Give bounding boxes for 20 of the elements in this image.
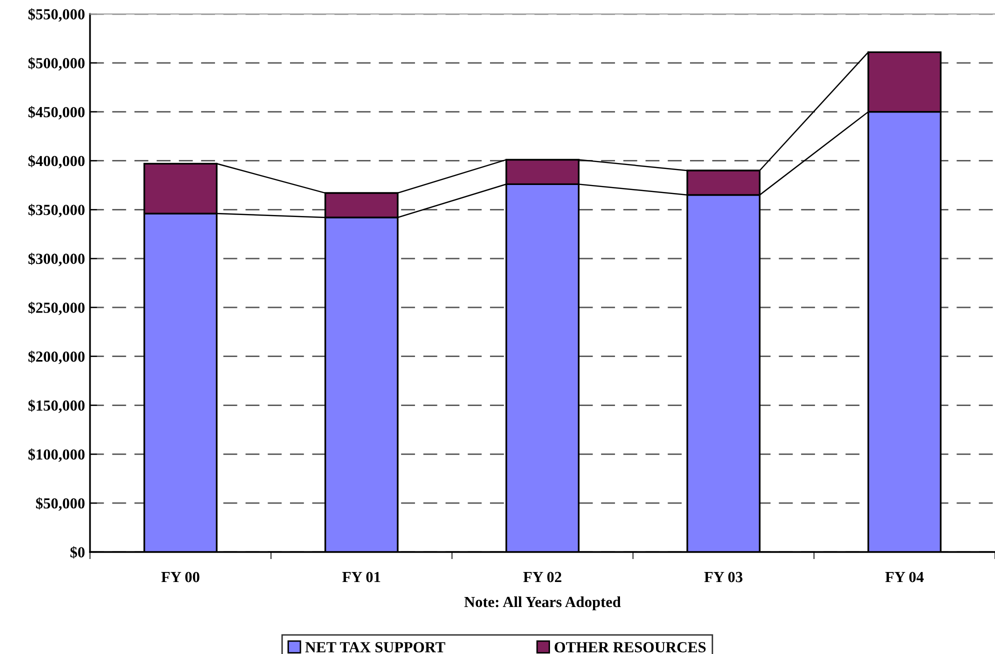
- x-tick-label: FY 01: [342, 572, 380, 582]
- y-tick-label: $150,000: [28, 400, 85, 413]
- x-axis-title: Note: All Years Adopted: [464, 596, 621, 610]
- x-tick-label: FY 02: [523, 572, 562, 582]
- y-tick-label: $300,000: [28, 252, 85, 266]
- x-tick-label: FY 00: [161, 572, 200, 582]
- legend-label: OTHER RESOURCES: [554, 642, 706, 652]
- y-tick-label: $50,000: [36, 497, 85, 511]
- x-tick-label: FY 03: [704, 572, 742, 582]
- y-tick-label: $0: [70, 546, 85, 558]
- legend-label: NET TAX SUPPORT: [305, 642, 446, 652]
- y-tick-label: $500,000: [28, 57, 85, 71]
- y-tick-label: $350,000: [28, 204, 85, 218]
- y-tick-label: $450,000: [28, 106, 85, 120]
- y-tick-label: $550,000: [28, 8, 85, 22]
- y-tick-label: $100,000: [28, 448, 85, 462]
- y-tick-label: $200,000: [28, 350, 85, 364]
- y-tick-label: $400,000: [28, 154, 85, 168]
- x-tick-label: FY 04: [885, 572, 924, 582]
- y-tick-label: $250,000: [28, 302, 85, 316]
